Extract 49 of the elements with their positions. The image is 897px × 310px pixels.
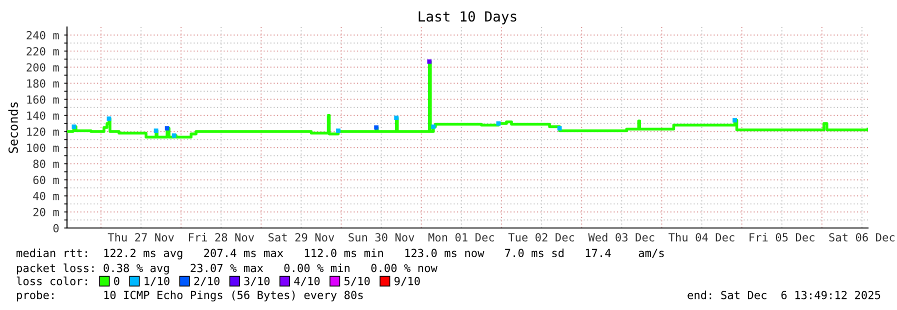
y-axis-title: Seconds	[8, 102, 18, 153]
legend-label: 4/10	[294, 276, 320, 286]
y-tick-label: 180 m	[27, 79, 59, 88]
y-tick-label: 220 m	[26, 47, 59, 56]
y-tick-label: 20 m	[33, 208, 59, 216]
point	[394, 116, 399, 120]
text: probe: 10 ICMP Echo Pings (56 Bytes) every 80s	[17, 290, 363, 302]
point	[106, 116, 112, 121]
x-tick-label: Sat 06 Dec	[829, 233, 894, 242]
point	[431, 124, 436, 129]
chart-title: Last 10 Days	[418, 11, 516, 24]
x-tick-label: Wed 03 Dec	[588, 232, 654, 242]
y-tick-label: 120 m	[27, 128, 59, 136]
text: end: Sat Dec 6 13:49:12 2025	[688, 290, 880, 300]
legend-label: 3/10	[244, 276, 270, 286]
x-tick-label: Fri 05 Dec	[750, 232, 814, 242]
y-tick-label: 100 m	[27, 144, 59, 152]
legend-title: loss color:	[16, 276, 87, 286]
point	[557, 126, 562, 130]
y-tick-label: 0	[53, 224, 59, 232]
x-tick-label: Fri 28 Nov	[188, 232, 254, 242]
text: packet loss: 0.38 % avg 23.07 % max 0.00 % min 0.00 % now	[17, 264, 438, 274]
y-tick-label: 40 m	[33, 192, 59, 200]
text: median rtt: 122.2 ms avg 207.4 ms max 112.0 ms min 123.0 ms now 7.0 ms sd 17.4 am/s	[16, 248, 664, 260]
point	[374, 125, 379, 130]
x-tick-label: Sat 29 Nov	[268, 233, 334, 242]
y-tick-label: 240 m	[26, 31, 59, 40]
legend-label: 5/10	[344, 276, 370, 286]
point	[427, 59, 432, 64]
point	[732, 118, 737, 122]
point	[164, 126, 170, 130]
x-tick-label: Sun 30 Nov	[348, 233, 414, 242]
point	[336, 128, 340, 133]
point	[154, 128, 158, 133]
point	[172, 133, 176, 138]
x-tick-label: Thu 04 Dec	[668, 232, 734, 242]
x-tick-label: Mon 01 Dec	[428, 233, 494, 242]
y-tick-label: 80 m	[33, 160, 59, 168]
legend-label: 9/10	[394, 276, 420, 286]
legend-label: 0	[114, 276, 120, 286]
legend-label: 1/10	[144, 276, 170, 286]
y-tick-label: 160 m	[27, 95, 59, 104]
y-tick-label: 200 m	[26, 63, 59, 72]
point	[72, 124, 76, 129]
legend-label: 2/10	[194, 276, 220, 286]
x-tick-label: Tue 02 Dec	[508, 233, 574, 242]
x-tick-label: Thu 27 Nov	[108, 232, 174, 242]
y-tick-label: 140 m	[27, 111, 59, 120]
y-tick-label: 60 m	[33, 176, 59, 184]
